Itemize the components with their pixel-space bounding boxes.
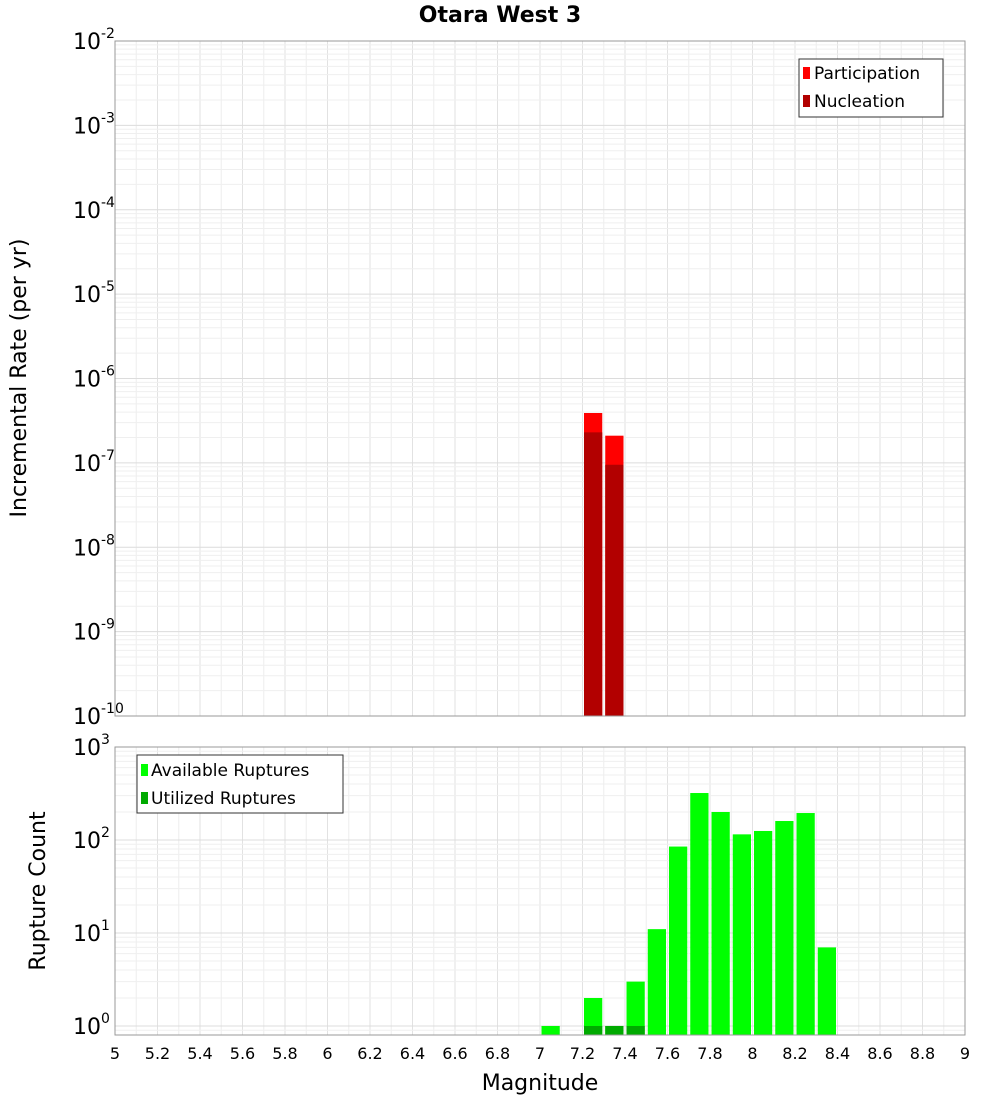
legend-label-nucleation: Nucleation (814, 92, 905, 112)
bottom-bars (541, 793, 836, 1035)
bar-available-ruptures (817, 947, 836, 1035)
x-tick-label: 7.8 (697, 1044, 722, 1063)
x-tick-label: 5.2 (145, 1044, 170, 1063)
x-tick-labels: 5 5.2 5.4 5.6 5.8 6 6.2 6.4 6.6 6.8 7 7.2 7.4 7.6 7.8 8… (110, 1044, 970, 1063)
legend-swatch-participation (803, 67, 810, 79)
legend-swatch-nucleation (803, 95, 810, 107)
x-tick-label: 7 (535, 1044, 545, 1063)
top-y-tick-label: 10-3 (73, 110, 115, 139)
bottom-legend: Available Ruptures Utilized Ruptures (136, 754, 344, 814)
bar-available-ruptures (796, 813, 815, 1035)
bar-available-ruptures (732, 834, 751, 1035)
legend-label-available: Available Ruptures (151, 761, 309, 781)
x-tick-label: 8 (747, 1044, 757, 1063)
bar-nucleation (605, 464, 624, 716)
x-tick-label: 5.4 (187, 1044, 212, 1063)
x-tick-label: 5 (110, 1044, 120, 1063)
bottom-legend-box (136, 754, 344, 814)
x-tick-label: 9 (960, 1044, 970, 1063)
x-tick-label: 6.2 (357, 1044, 382, 1063)
top-y-tick-label: 10-2 (73, 26, 115, 55)
bar-available-ruptures (711, 812, 730, 1035)
x-tick-label: 7.2 (570, 1044, 595, 1063)
x-tick-label: 8.6 (867, 1044, 892, 1063)
top-y-tick-label: 10-6 (73, 364, 115, 393)
bar-utilized-ruptures (605, 1025, 624, 1035)
legend-swatch-utilized (141, 792, 148, 804)
top-y-tick-label: 10-10 (73, 701, 124, 730)
top-bars (584, 413, 624, 716)
bar-nucleation (584, 432, 603, 716)
chart-title: Otara West 3 (419, 3, 581, 28)
top-y-axis-label: Incremental Rate (per yr) (7, 239, 32, 518)
bar-available-ruptures (584, 997, 603, 1035)
top-y-tick-label: 10-5 (73, 279, 115, 308)
bottom-y-tick-label: 103 (73, 732, 110, 761)
bottom-panel-plot-area: 100 101 102 103 5 5.2 5.4 5.6 5.8 6 6.2 6.4 6.6 6.8 7… (26, 732, 970, 1096)
x-tick-label: 5.6 (230, 1044, 255, 1063)
bar-available-ruptures (669, 846, 688, 1035)
x-tick-label: 6.8 (485, 1044, 510, 1063)
top-y-tick-label: 10-9 (73, 617, 115, 646)
top-y-tick-label: 10-8 (73, 532, 115, 561)
bar-utilized-ruptures (626, 1025, 645, 1035)
bottom-y-tick-label: 102 (73, 825, 110, 854)
legend-swatch-available (141, 764, 148, 776)
top-y-tick-label: 10-7 (73, 448, 115, 477)
x-axis-label: Magnitude (482, 1071, 599, 1096)
bar-available-ruptures (754, 830, 773, 1035)
x-tick-label: 6.4 (400, 1044, 425, 1063)
legend-label-utilized: Utilized Ruptures (151, 789, 296, 809)
top-y-tick-labels: 10-10 10-9 10-8 10-7 10-6 10-5 10-4 10-3 10-2 (73, 26, 124, 730)
x-tick-label: 8.8 (910, 1044, 935, 1063)
bottom-y-axis-label: Rupture Count (26, 811, 51, 971)
top-y-tick-label: 10-4 (73, 195, 115, 224)
x-tick-label: 8.2 (782, 1044, 807, 1063)
top-panel-plot-area: 10-10 10-9 10-8 10-7 10-6 10-5 10-4 10-3 10-2 In… (7, 26, 966, 730)
bar-available-ruptures (775, 821, 794, 1035)
bar-available-ruptures (541, 1025, 560, 1035)
x-tick-label: 6.6 (442, 1044, 467, 1063)
bar-utilized-ruptures (584, 1025, 603, 1035)
bar-available-ruptures (647, 929, 666, 1035)
top-legend-box (798, 58, 944, 118)
top-plot-frame (114, 40, 966, 717)
top-grid (114, 41, 966, 717)
bottom-y-tick-label: 100 (73, 1011, 110, 1040)
legend-label-participation: Participation (814, 64, 920, 84)
top-legend: Participation Nucleation (798, 58, 944, 118)
x-tick-label: 8.4 (825, 1044, 850, 1063)
bottom-plot-frame (114, 746, 966, 1036)
x-tick-label: 5.8 (272, 1044, 297, 1063)
bar-available-ruptures (690, 793, 709, 1035)
bottom-y-tick-label: 101 (73, 918, 110, 947)
bottom-y-tick-labels: 100 101 102 103 (73, 732, 110, 1040)
x-tick-label: 6 (322, 1044, 332, 1063)
bar-available-ruptures (626, 981, 645, 1035)
x-tick-label: 7.4 (612, 1044, 637, 1063)
x-tick-label: 7.6 (655, 1044, 680, 1063)
